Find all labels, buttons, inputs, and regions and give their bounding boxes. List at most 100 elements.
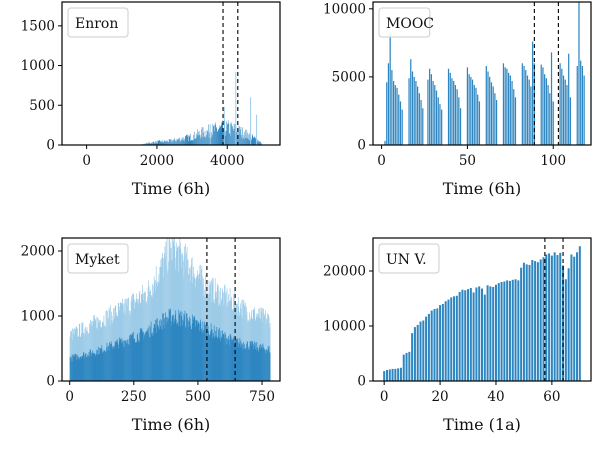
data-bar <box>241 137 242 145</box>
data-bar <box>494 284 497 381</box>
data-bar <box>402 354 405 381</box>
data-bar <box>183 313 185 381</box>
data-bar <box>545 254 548 381</box>
data-bar <box>258 308 260 381</box>
data-bar <box>132 338 134 381</box>
data-bar <box>255 342 257 381</box>
data-bar <box>172 140 174 145</box>
data-bar <box>223 334 225 381</box>
data-bar <box>220 126 221 145</box>
data-bar <box>120 343 122 381</box>
data-bar <box>124 299 126 381</box>
data-bar <box>155 266 157 381</box>
data-bar <box>135 342 137 381</box>
data-bar <box>197 322 199 381</box>
data-bar <box>184 141 186 145</box>
data-bar <box>175 140 177 145</box>
data-bar <box>207 131 209 145</box>
data-bar <box>156 318 158 381</box>
data-bar <box>478 101 481 145</box>
data-bar <box>221 336 222 381</box>
data-bar <box>464 290 467 381</box>
data-bar <box>94 352 96 381</box>
data-bar <box>177 246 179 381</box>
data-bar <box>157 140 158 145</box>
data-bar <box>430 74 432 145</box>
data-bar <box>168 319 169 381</box>
data-bar <box>252 349 254 381</box>
data-bar <box>247 341 248 381</box>
data-bar <box>392 80 395 145</box>
data-bar <box>580 60 582 145</box>
data-bar <box>547 85 549 145</box>
data-bar <box>254 341 256 381</box>
data-bar <box>511 279 514 381</box>
data-bar <box>89 355 90 381</box>
data-bar <box>204 321 205 381</box>
data-bar <box>265 353 267 381</box>
data-bar <box>87 354 88 381</box>
data-bar <box>154 142 155 145</box>
data-bar <box>90 320 92 381</box>
data-bar <box>242 344 243 381</box>
data-bar <box>173 139 175 145</box>
data-bar <box>545 78 547 145</box>
legend-box <box>378 7 431 38</box>
data-bar <box>167 141 168 145</box>
data-bar <box>178 309 180 381</box>
data-bar <box>160 319 162 381</box>
data-bar <box>185 135 187 145</box>
data-bar <box>77 354 79 381</box>
data-bar <box>139 332 141 381</box>
data-bar <box>209 284 211 381</box>
data-bar <box>514 279 517 381</box>
data-bar <box>102 353 103 381</box>
data-bar <box>166 140 168 145</box>
data-bar <box>214 338 216 381</box>
data-bar <box>156 141 158 145</box>
data-bar <box>239 133 241 145</box>
x-axis-label: Time (6h) <box>132 179 210 198</box>
data-bar <box>96 349 98 381</box>
data-bar <box>159 266 161 381</box>
data-bar <box>504 67 506 145</box>
data-bar <box>217 337 219 381</box>
data-bar <box>247 138 249 145</box>
data-bar <box>425 316 428 381</box>
data-bar <box>99 348 101 381</box>
data-bar <box>216 338 218 381</box>
data-bar <box>201 129 202 145</box>
data-bar <box>158 274 160 381</box>
data-bar <box>176 248 178 381</box>
data-bar <box>453 296 456 381</box>
data-bar <box>441 109 443 145</box>
data-bar <box>165 140 166 145</box>
data-bar <box>570 254 573 381</box>
data-bar <box>79 356 81 381</box>
data-bar <box>267 346 269 381</box>
data-bar <box>195 326 197 381</box>
data-bar <box>394 85 396 145</box>
data-bar <box>162 329 164 381</box>
data-bar <box>177 139 179 145</box>
data-bar <box>115 342 117 381</box>
data-bar <box>169 140 171 145</box>
data-bar <box>124 311 125 381</box>
data-bar <box>173 321 175 381</box>
data-bar <box>506 68 508 145</box>
data-bar <box>388 369 391 381</box>
data-bar <box>205 137 207 145</box>
data-bar <box>84 358 85 381</box>
data-bar <box>91 324 92 381</box>
data-bar <box>137 333 139 381</box>
data-bar <box>472 292 475 381</box>
data-bar <box>483 294 486 381</box>
data-bar <box>201 331 202 381</box>
data-bar <box>146 330 148 381</box>
legend: Myket <box>67 243 129 274</box>
data-bar <box>74 353 76 381</box>
data-bar <box>198 323 200 381</box>
data-bar <box>195 133 197 145</box>
data-bar <box>391 368 394 381</box>
data-bar <box>441 304 444 381</box>
